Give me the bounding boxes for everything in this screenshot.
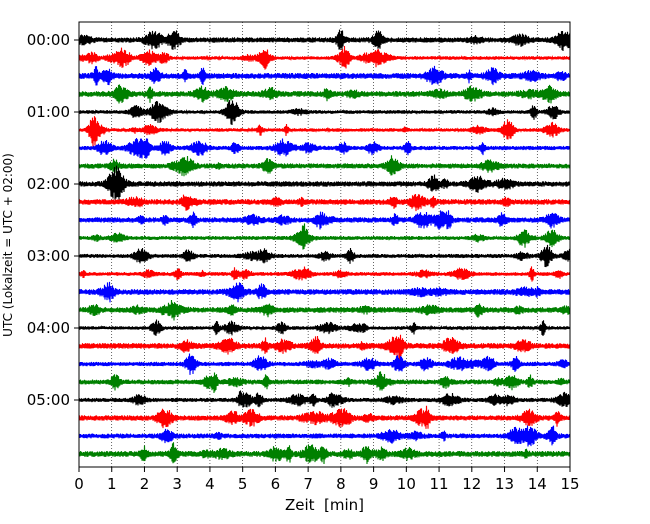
trace-0345 <box>78 300 571 321</box>
plot-frame <box>78 21 571 468</box>
trace-0230 <box>78 210 571 230</box>
y-axis-label: UTC (Lokalzeit = UTC + 02:00) <box>1 153 15 337</box>
trace-0300 <box>78 244 571 268</box>
x-tick-label-1: 1 <box>107 475 117 493</box>
x-axis-ticks: 0 1 2 3 4 5 6 7 8 9 10 11 12 13 14 15 <box>74 467 580 493</box>
y-tick-label-1: 01:00 <box>27 103 70 121</box>
x-tick-label-11: 11 <box>430 475 449 493</box>
y-tick-label-3: 03:00 <box>27 247 70 265</box>
x-tick-label-15: 15 <box>560 475 579 493</box>
x-tick-label-2: 2 <box>140 475 150 493</box>
trace-0200 <box>78 165 571 200</box>
trace-0030 <box>78 65 571 86</box>
trace-0130 <box>78 137 571 159</box>
x-tick-label-8: 8 <box>336 475 346 493</box>
x-tick-label-6: 6 <box>271 475 281 493</box>
x-tick-label-5: 5 <box>238 475 248 493</box>
trace-0415 <box>78 334 571 361</box>
trace-0100 <box>78 100 571 126</box>
trace-0215 <box>78 193 571 212</box>
y-tick-label-2: 02:00 <box>27 175 70 193</box>
trace-0400 <box>78 319 571 336</box>
y-axis-ticks: 00:00 01:00 02:00 03:00 04:00 05:00 <box>27 31 79 409</box>
trace-0330 <box>78 281 571 303</box>
trace-0545 <box>78 442 571 465</box>
trace-0045 <box>78 84 571 104</box>
trace-group <box>78 29 571 465</box>
y-tick-label-5: 05:00 <box>27 391 70 409</box>
x-tick-label-12: 12 <box>462 475 481 493</box>
trace-0515 <box>78 405 571 429</box>
trace-0245 <box>78 223 571 250</box>
x-tick-label-9: 9 <box>369 475 379 493</box>
x-tick-label-10: 10 <box>397 475 416 493</box>
trace-0315 <box>78 266 571 282</box>
x-tick-label-14: 14 <box>528 475 547 493</box>
y-tick-label-4: 04:00 <box>27 319 70 337</box>
trace-0115 <box>78 116 571 148</box>
x-tick-label-7: 7 <box>303 475 313 493</box>
grid-lines <box>111 22 538 467</box>
y-tick-label-0: 00:00 <box>27 31 70 49</box>
trace-0530 <box>78 425 571 447</box>
x-axis-label: Zeit [min] <box>285 496 364 514</box>
trace-0430 <box>78 353 571 375</box>
x-tick-label-4: 4 <box>205 475 215 493</box>
trace-0000 <box>78 29 571 52</box>
x-tick-label-3: 3 <box>172 475 182 493</box>
x-tick-label-13: 13 <box>495 475 514 493</box>
trace-0445 <box>78 371 571 393</box>
trace-0145 <box>78 155 571 177</box>
x-tick-label-0: 0 <box>74 475 84 493</box>
trace-0500 <box>78 390 571 408</box>
trace-0015 <box>78 45 571 70</box>
